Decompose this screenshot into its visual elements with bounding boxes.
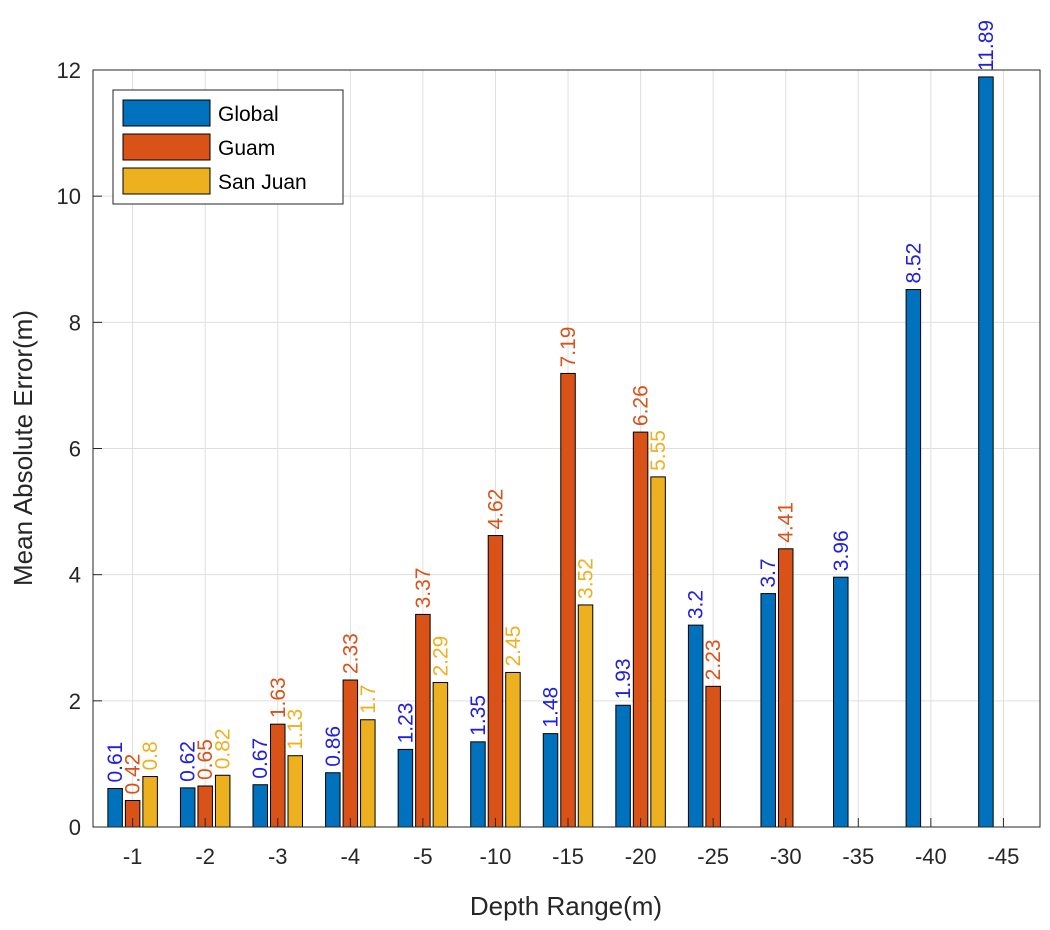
data-label-global: 3.7 (757, 558, 780, 587)
bar-san-juan (142, 776, 158, 828)
y-tick-label: 0 (69, 815, 81, 840)
data-label-guam: 2.23 (702, 639, 725, 680)
data-label-guam: 2.33 (339, 633, 362, 674)
axis-ticks: 0 2 4 6 8 10 12 -1 -2 -3 -4 -5 -10 -15 -20 -25 -30 -35 -40… (57, 58, 1020, 869)
x-tick-label: -40 (915, 844, 947, 869)
x-tick-label: -35 (842, 844, 874, 869)
legend-swatch (122, 99, 211, 127)
data-label-global: 11.89 (975, 20, 998, 71)
bar-global (470, 741, 486, 828)
data-label-global: 3.96 (830, 530, 853, 571)
data-label-guam: 0.65 (194, 739, 217, 780)
data-label-global: 8.52 (902, 243, 925, 284)
x-axis-title: Depth Range(m) (470, 891, 662, 921)
bar-global (107, 788, 123, 828)
data-label-guam: 0.42 (122, 754, 145, 795)
bar-global (542, 733, 559, 828)
x-tick-label: -15 (552, 844, 584, 869)
value-labels: 0.61 0.62 0.67 0.86 1.23 1.35 1.48 1.93 3.2 3.7 3.… (104, 20, 998, 795)
y-tick-label: 6 (69, 437, 81, 462)
bar-san-juan (650, 476, 666, 828)
data-label-global: 0.61 (104, 742, 127, 783)
bar-global (687, 624, 704, 828)
bar-global (179, 787, 196, 828)
data-label-global: 0.62 (177, 741, 200, 782)
data-label-global: 1.48 (540, 687, 563, 728)
data-label-global: 0.86 (322, 726, 345, 767)
x-tick-label: -25 (697, 844, 729, 869)
data-label-guam: 4.41 (775, 502, 798, 543)
y-tick-label: 12 (57, 58, 81, 83)
bar-san-juan (287, 755, 304, 828)
legend-swatch (122, 167, 211, 195)
data-label-san-juan: 2.29 (429, 636, 452, 677)
bar-global (252, 784, 269, 828)
bar-san-juan (432, 682, 449, 828)
legend-label: San Juan (218, 171, 307, 194)
data-label-global: 1.35 (467, 695, 490, 736)
bar-guam (342, 679, 359, 828)
x-tick-label: -30 (770, 844, 802, 869)
bar-global (325, 772, 341, 828)
x-tick-label: -45 (988, 844, 1020, 869)
data-label-guam: 1.63 (267, 677, 290, 718)
legend-swatch (122, 133, 211, 161)
data-label-san-juan: 1.7 (357, 685, 380, 714)
bar-san-juan (214, 774, 231, 828)
data-label-guam: 4.62 (484, 489, 507, 530)
bar-guam (777, 548, 794, 828)
data-label-guam: 3.37 (412, 568, 435, 609)
y-tick-label: 8 (69, 310, 81, 335)
bar-guam (415, 613, 431, 828)
bar-global (615, 704, 631, 828)
data-label-global: 3.2 (685, 590, 708, 619)
y-tick-label: 2 (69, 689, 81, 714)
bar-guam (705, 685, 721, 828)
bar-global (978, 76, 994, 828)
data-label-global: 0.67 (249, 738, 272, 779)
y-tick-label: 10 (57, 184, 81, 209)
x-tick-label: -5 (413, 844, 433, 869)
bar-global (905, 289, 922, 828)
data-label-san-juan: 0.8 (139, 741, 162, 770)
x-tick-label: -1 (123, 844, 143, 869)
legend-label: Guam (218, 137, 275, 160)
bars (107, 76, 994, 828)
legend: Global Guam San Juan (112, 89, 344, 205)
x-tick-label: -3 (268, 844, 288, 869)
bar-guam (487, 535, 504, 828)
bar-global (833, 576, 849, 828)
legend-label: Global (218, 103, 279, 126)
data-label-global: 1.23 (394, 703, 417, 744)
x-tick-label: -10 (480, 844, 512, 869)
data-label-global: 1.93 (612, 658, 635, 699)
data-label-san-juan: 3.52 (575, 558, 598, 599)
data-label-san-juan: 1.13 (284, 709, 307, 750)
bar-san-juan (577, 604, 594, 828)
bar-guam (270, 723, 286, 828)
data-label-san-juan: 2.45 (502, 626, 525, 667)
bar-san-juan (360, 719, 376, 828)
data-label-san-juan: 0.82 (212, 728, 235, 769)
bar-guam (560, 372, 576, 828)
y-tick-label: 4 (69, 563, 81, 588)
bar-san-juan (505, 671, 521, 828)
x-tick-label: -2 (195, 844, 215, 869)
x-tick-label: -4 (341, 844, 361, 869)
data-label-san-juan: 5.55 (647, 430, 670, 471)
bar-guam (632, 431, 649, 828)
x-tick-label: -20 (625, 844, 657, 869)
y-axis-title: Mean Absolute Error(m) (8, 310, 38, 586)
bar-global (397, 748, 414, 828)
data-label-guam: 6.26 (630, 385, 653, 426)
data-label-guam: 7.19 (557, 327, 580, 368)
bar-global (760, 593, 776, 828)
